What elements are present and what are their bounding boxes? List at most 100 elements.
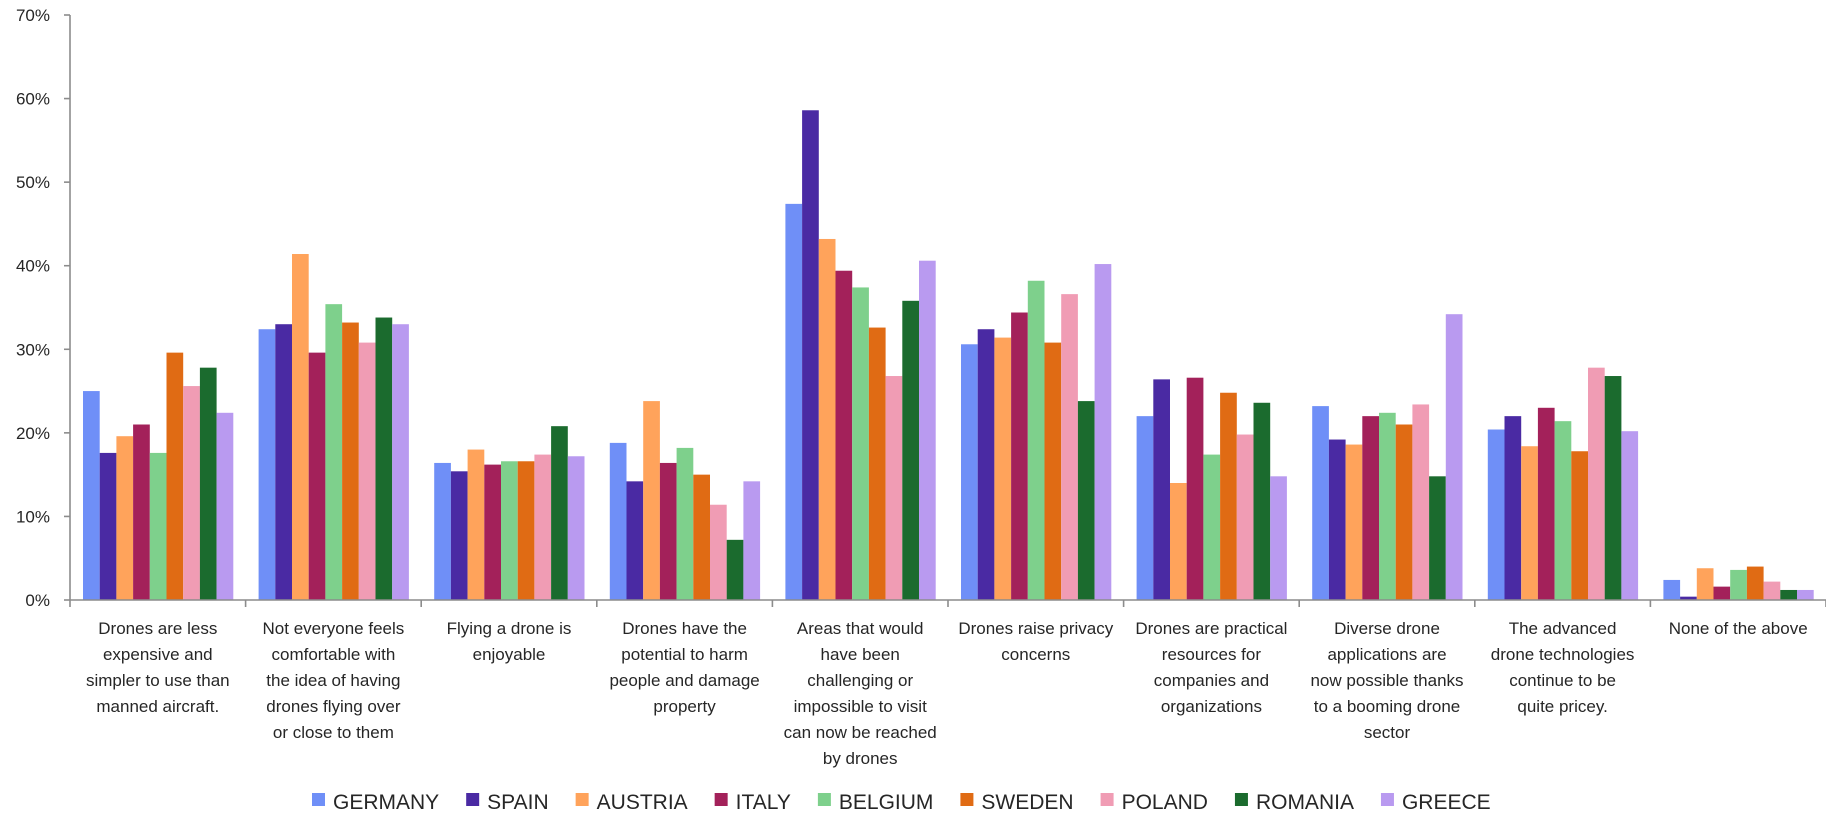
- bar-belgium-6: [1203, 454, 1221, 600]
- bar-belgium-9: [1730, 569, 1747, 600]
- bar-italy-3: [659, 462, 677, 600]
- bar-sweden-1: [342, 322, 359, 600]
- bar-germany-2: [434, 462, 451, 600]
- category-label: The advanced drone technologies continue t…: [1491, 619, 1635, 716]
- bar-poland-8: [1588, 367, 1605, 600]
- bar-italy-1: [308, 352, 326, 600]
- y-tick-label: 40%: [16, 257, 50, 276]
- bar-belgium-5: [1027, 280, 1045, 600]
- legend-swatch-germany: [312, 793, 325, 806]
- bar-greece-0: [216, 412, 234, 600]
- y-tick-label: 60%: [16, 90, 50, 109]
- bar-romania-2: [551, 426, 568, 600]
- bar-austria-6: [1170, 483, 1187, 600]
- legend-swatch-sweden: [960, 793, 974, 806]
- bar-spain-3: [626, 481, 644, 600]
- legend-swatch-greece: [1380, 793, 1394, 806]
- y-tick-label: 20%: [16, 424, 50, 443]
- bar-spain-4: [802, 110, 819, 601]
- bar-sweden-5: [1044, 342, 1062, 600]
- category-label: Flying a drone is enjoyable: [447, 619, 572, 664]
- bar-greece-5: [1094, 264, 1112, 600]
- bar-spain-6: [1153, 379, 1170, 600]
- legend-label-spain: SPAIN: [487, 791, 548, 814]
- bar-greece-6: [1270, 476, 1287, 600]
- y-tick-label: 10%: [16, 507, 50, 526]
- bar-greece-8: [1621, 431, 1639, 600]
- legend: GERMANY SPAIN AUSTRIA ITALY BELGIUM SWEDEN POL…: [312, 791, 1491, 814]
- bar-italy-2: [484, 464, 501, 600]
- bar-romania-5: [1077, 401, 1095, 600]
- bar-germany-6: [1136, 416, 1154, 600]
- legend-swatch-spain: [466, 793, 480, 806]
- category-label: Drones are practical resources for compani…: [1135, 619, 1287, 716]
- bar-germany-3: [609, 442, 627, 600]
- bar-germany-7: [1312, 406, 1329, 600]
- category-label: Drones are less expensive and simpler to u…: [86, 619, 230, 716]
- bar-sweden-4: [868, 327, 886, 600]
- bar-romania-8: [1604, 376, 1622, 600]
- bar-germany-8: [1487, 429, 1505, 600]
- bar-sweden-9: [1746, 566, 1764, 600]
- bar-spain-7: [1328, 439, 1346, 600]
- y-tick-label: 50%: [16, 173, 50, 192]
- category-label: Diverse drone applications are now possibl…: [1310, 619, 1463, 742]
- bar-belgium-0: [149, 452, 167, 600]
- y-tick-label: 30%: [16, 340, 50, 359]
- bar-austria-0: [116, 436, 134, 600]
- bar-poland-7: [1412, 404, 1430, 600]
- legend-label-italy: ITALY: [736, 791, 791, 814]
- legend-label-germany: GERMANY: [333, 791, 439, 814]
- bar-austria-3: [643, 401, 660, 600]
- bar-italy-4: [835, 270, 853, 600]
- y-axis: 0% 10% 20% 30% 40% 50% 60% 70%: [16, 6, 71, 610]
- bar-greece-3: [743, 481, 761, 600]
- y-tick-label: 70%: [16, 6, 50, 25]
- category-label: None of the above: [1669, 619, 1808, 638]
- bar-greece-9: [1797, 589, 1814, 600]
- bar-italy-7: [1362, 416, 1379, 600]
- legend-label-romania: ROMANIA: [1256, 791, 1354, 814]
- bar-romania-3: [726, 539, 744, 600]
- bar-austria-8: [1521, 446, 1538, 600]
- legend-swatch-poland: [1100, 793, 1114, 806]
- bar-spain-5: [977, 329, 995, 600]
- legend-swatch-austria: [575, 793, 589, 806]
- bar-belgium-4: [852, 287, 869, 600]
- bar-belgium-2: [501, 461, 518, 600]
- category-label: Areas that would have been challenging or i…: [784, 619, 937, 768]
- bar-romania-4: [902, 300, 919, 600]
- bar-spain-8: [1504, 416, 1522, 600]
- legend-label-austria: AUSTRIA: [597, 791, 688, 814]
- bar-poland-9: [1763, 581, 1781, 600]
- bar-greece-4: [919, 260, 936, 600]
- category-labels: Drones are less expensive and simpler to u…: [86, 619, 1808, 768]
- bar-spain-2: [450, 471, 468, 600]
- bar-sweden-8: [1571, 451, 1588, 600]
- bar-sweden-3: [693, 474, 710, 600]
- bar-germany-5: [961, 344, 978, 600]
- legend-label-poland: POLAND: [1122, 791, 1208, 814]
- category-label: Drones have the potential to harm people a…: [609, 619, 759, 716]
- bar-poland-0: [183, 386, 200, 600]
- bar-spain-0: [99, 452, 117, 600]
- bar-germany-0: [83, 391, 100, 600]
- bars-group: [83, 110, 1814, 601]
- bar-romania-9: [1780, 589, 1797, 600]
- bar-spain-9: [1680, 596, 1697, 600]
- bar-poland-4: [885, 376, 903, 600]
- bar-greece-2: [567, 456, 585, 600]
- category-label: Not everyone feels comfortable with the id…: [263, 619, 405, 742]
- bar-italy-9: [1713, 586, 1731, 600]
- bar-austria-2: [467, 449, 485, 600]
- bar-romania-6: [1253, 402, 1271, 600]
- bar-italy-8: [1537, 407, 1555, 600]
- bar-italy-5: [1011, 312, 1028, 600]
- bar-greece-1: [392, 324, 409, 600]
- bar-austria-9: [1696, 568, 1714, 600]
- bar-belgium-3: [676, 447, 694, 600]
- legend-label-greece: GREECE: [1402, 791, 1491, 814]
- legend-label-sweden: SWEDEN: [981, 791, 1073, 814]
- legend-swatch-italy: [714, 793, 728, 806]
